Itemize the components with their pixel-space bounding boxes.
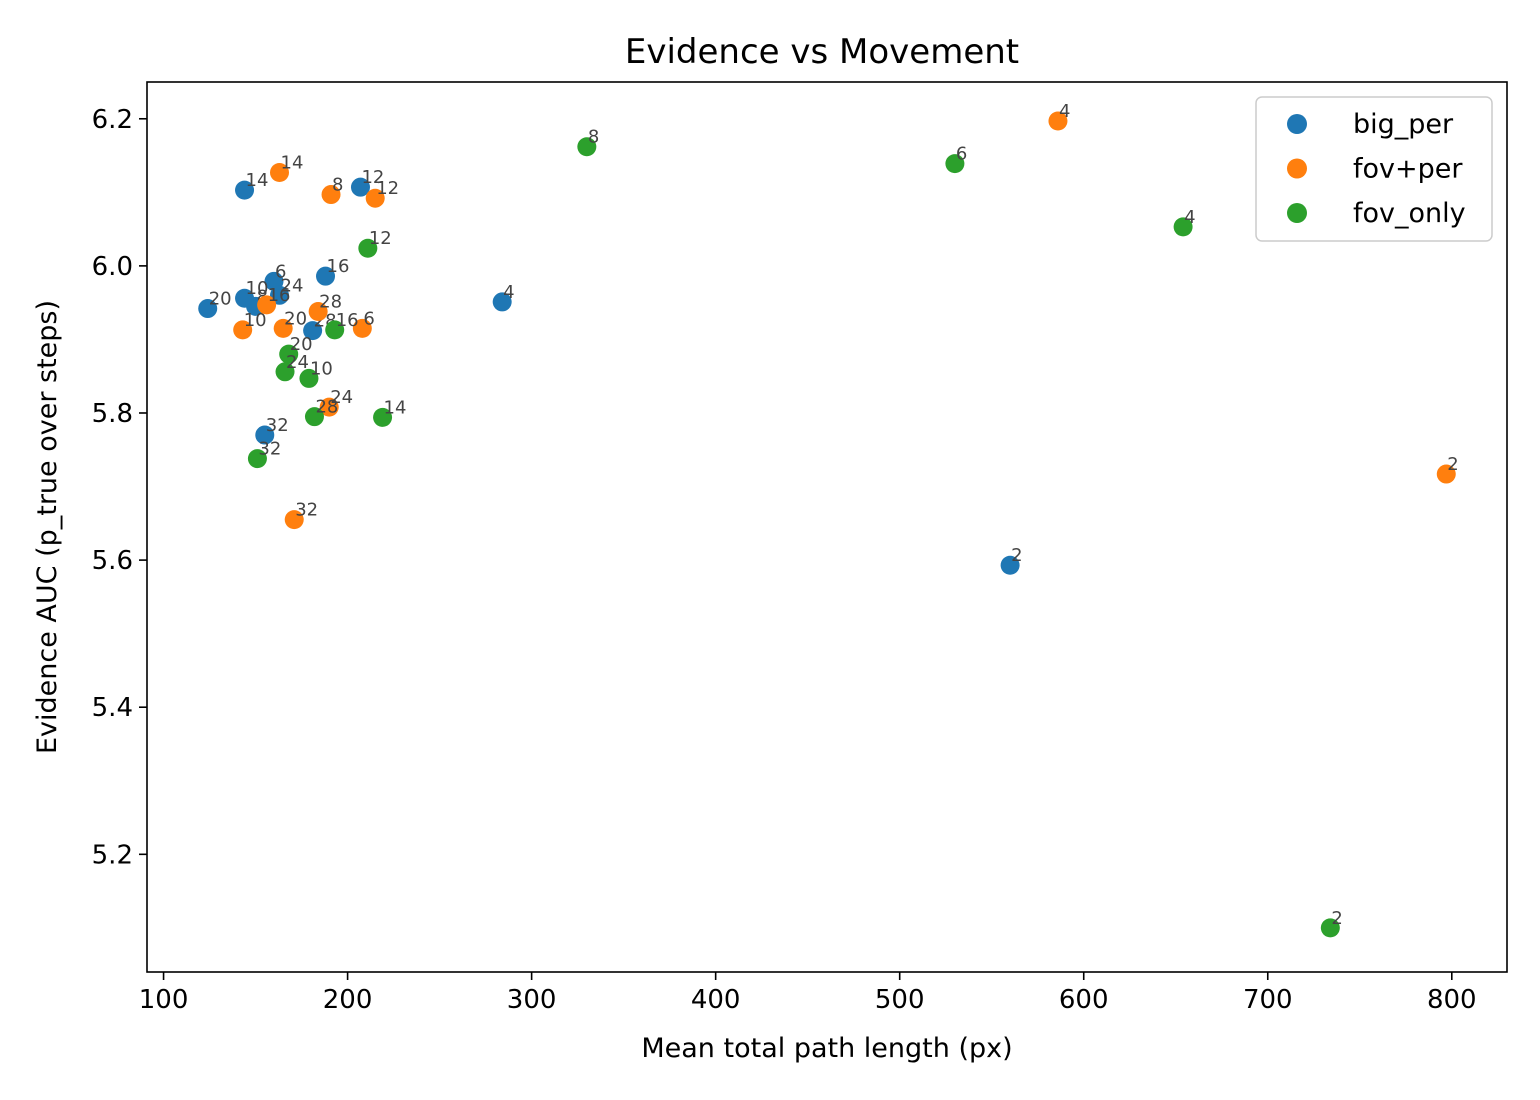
point-label: 2 (1011, 545, 1022, 566)
data-point-fov+per (352, 318, 372, 338)
point-label: 10 (246, 278, 269, 299)
x-tick-label: 800 (1427, 985, 1477, 1015)
data-point-fov+per (273, 318, 293, 338)
point-label: 20 (209, 289, 232, 310)
legend-label: fov_only (1353, 198, 1466, 229)
point-label: 12 (361, 167, 384, 188)
point-label: 14 (246, 170, 269, 191)
legend-frame (1255, 96, 1493, 242)
point-label: 14 (281, 152, 304, 173)
data-point-big_per (255, 425, 275, 445)
point-label: 4 (1184, 207, 1195, 228)
point-label: 24 (330, 387, 353, 408)
data-point-fov+per (270, 162, 290, 182)
data-point-fov+per (365, 188, 385, 208)
data-point-fov+per (1436, 464, 1456, 484)
point-label: 28 (315, 397, 338, 418)
point-label: 6 (956, 144, 967, 165)
chart-title: Evidence vs Movement (625, 32, 1019, 72)
data-point-big_per (350, 177, 370, 197)
data-point-big_per (492, 292, 512, 312)
point-label: 20 (284, 308, 307, 329)
legend-marker-big_per (1287, 114, 1307, 134)
y-tick-label: 5.4 (92, 693, 133, 723)
data-point-fov+per (233, 320, 253, 340)
point-label: 32 (295, 500, 318, 521)
x-tick-label: 200 (323, 985, 373, 1015)
data-point-fov_only (577, 137, 597, 157)
y-tick-label: 5.2 (92, 840, 133, 870)
y-tick-label: 6.0 (92, 252, 133, 282)
legend-label: big_per (1353, 109, 1454, 140)
legend-label: fov+per (1353, 154, 1463, 185)
data-point-fov_only (373, 407, 393, 427)
x-tick-label: 100 (139, 985, 189, 1015)
point-label: 6 (275, 261, 286, 282)
data-point-fov_only (279, 344, 299, 364)
y-axis-label: Evidence AUC (p_true over steps) (32, 300, 63, 754)
data-point-fov_only (1320, 918, 1340, 938)
data-point-big_per (235, 288, 255, 308)
point-label: 2 (1447, 454, 1458, 475)
point-label: 20 (290, 334, 313, 355)
point-label: 2 (1331, 908, 1342, 929)
data-point-big_per (198, 299, 218, 319)
x-axis: 100 200 300 400 500 600 700 800 (139, 972, 1477, 1015)
x-tick-label: 400 (691, 985, 741, 1015)
y-tick-label: 6.2 (92, 105, 133, 135)
point-label: 12 (376, 178, 399, 199)
point-label: 16 (336, 310, 359, 331)
point-label: 8 (332, 175, 343, 196)
point-label: 10 (310, 358, 333, 379)
data-point-fov_only (325, 320, 345, 340)
data-point-fov_only (945, 154, 965, 174)
data-point-fov+per (257, 295, 277, 315)
data-point-fov_only (275, 362, 295, 382)
point-label: 4 (1059, 101, 1070, 122)
data-points: 2468101214162024283224681012141620242832… (198, 101, 1459, 938)
point-label: 6 (363, 308, 374, 329)
data-point-fov+per (1048, 111, 1068, 131)
data-point-big_per (1000, 555, 1020, 575)
x-tick-label: 700 (1243, 985, 1293, 1015)
legend-marker-fov_only (1287, 203, 1307, 223)
point-label: 28 (319, 291, 342, 312)
point-label: 16 (268, 285, 291, 306)
y-tick-label: 5.8 (92, 399, 133, 429)
point-label: 24 (281, 275, 304, 296)
data-point-big_per (316, 266, 336, 286)
legend: big_per fov+per fov_only (1255, 96, 1493, 242)
y-axis: 5.2 5.4 5.6 5.8 6.0 6.2 (92, 105, 147, 870)
point-label: 16 (327, 256, 350, 277)
point-label: 32 (258, 439, 281, 460)
data-point-fov_only (1173, 217, 1193, 237)
data-point-fov+per (284, 510, 304, 530)
point-label: 14 (384, 397, 407, 418)
x-tick-label: 300 (507, 985, 557, 1015)
data-point-fov+per (321, 185, 341, 205)
data-point-big_per (303, 321, 323, 341)
data-point-fov_only (299, 368, 319, 388)
data-point-fov_only (304, 407, 324, 427)
x-tick-label: 500 (875, 985, 925, 1015)
point-label: 4 (503, 282, 514, 303)
point-label: 8 (588, 127, 599, 148)
x-axis-label: Mean total path length (px) (641, 1033, 1012, 1064)
x-tick-label: 600 (1059, 985, 1109, 1015)
point-label: 24 (286, 352, 309, 373)
point-label: 10 (244, 310, 267, 331)
data-point-big_per (235, 180, 255, 200)
data-point-fov+per (319, 397, 339, 417)
point-label: 32 (266, 415, 289, 436)
legend-marker-fov+per (1287, 158, 1307, 179)
y-tick-label: 5.6 (92, 546, 133, 576)
point-label: 12 (369, 228, 392, 249)
data-point-fov+per (308, 301, 328, 321)
data-point-fov_only (358, 238, 378, 258)
plot-area-frame (146, 81, 1508, 973)
data-point-fov_only (247, 449, 267, 469)
